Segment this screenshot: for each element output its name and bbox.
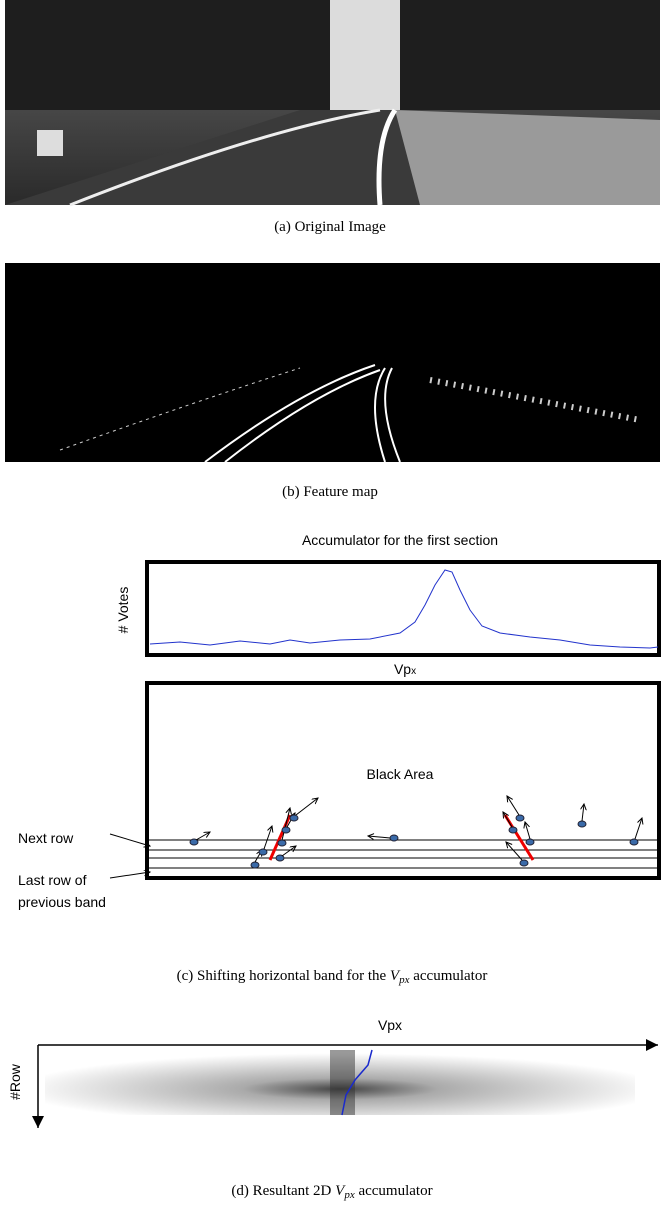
caption: (a) Original Image [274,219,386,235]
vote-points [189,796,642,869]
row-label: previous band [18,894,106,910]
row-label: Next row [18,830,74,846]
band-lines [109,833,659,879]
caption: (d) Resultant 2D Vpx accumulator [231,1183,432,1201]
y-axis-label: #Row [7,1063,23,1100]
y-axis-label: # Votes [115,587,131,634]
label-text: Vp [394,661,411,677]
caption-text: (c) Shifting horizontal band for the [177,968,390,984]
row-label: Last row of [18,872,87,888]
caption-var: V [335,1183,346,1199]
caption-text: (d) Resultant 2D [231,1183,335,1199]
vpx-track [341,1049,373,1116]
accumulator-box [145,560,661,657]
caption-text: accumulator [409,968,487,984]
caption: (b) Feature map [282,484,378,500]
band-box [145,681,661,880]
caption-var: V [390,968,401,984]
accumulator-curve [149,569,659,649]
feature-map [5,263,660,463]
caption-sub: px [398,974,410,986]
original-image [5,0,660,207]
caption: (c) Shifting horizontal band for the Vpx… [177,968,488,986]
x-axis-label: Vpx [378,1017,402,1033]
caption-sub: px [343,1189,355,1201]
label-sub: x [411,666,416,677]
area-label: Black Area [367,766,434,782]
x-axis-label: Vpx [394,661,416,677]
caption-text: accumulator [355,1183,433,1199]
plot-title: Accumulator for the first section [302,532,498,548]
